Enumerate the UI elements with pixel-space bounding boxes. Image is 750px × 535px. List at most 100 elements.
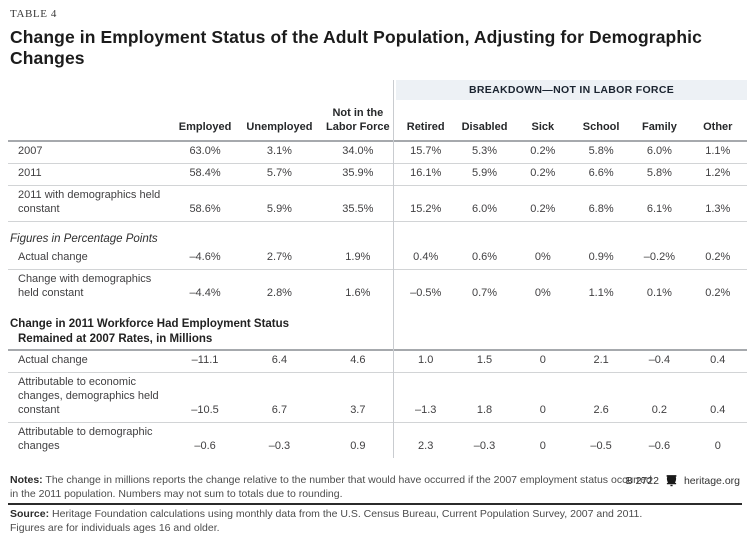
section-title-percentage-points: Figures in Percentage Points [10,232,158,245]
cell: 2.6 [571,372,631,423]
col-header-retired: Retired [396,104,456,142]
cell: 0.7% [471,287,498,300]
cell: 3.7 [319,372,397,423]
col-header-unemployed: Unemployed [239,104,320,142]
cell: 15.7% [396,140,456,164]
cell: 58.6% [170,185,240,222]
col-header-family: Family [630,104,689,142]
cell: 16.1% [396,163,456,186]
table-row-2011: 2011 58.4% 5.7% 35.9% 16.1% 5.9% 0.2% 6.… [8,163,747,186]
source-text: Heritage Foundation calculations using m… [52,508,643,521]
cell: –4.4% [189,287,221,300]
cell: 6.8% [571,185,631,222]
cell: 1.0 [396,350,456,374]
cell: 5.9% [455,163,514,186]
cell: 5.8% [571,140,631,164]
col-header-school: School [571,104,631,142]
cell: –10.5 [170,372,240,423]
cell: 0% [513,248,572,271]
col-header-other: Other [688,104,747,142]
cell: 0.9% [571,248,631,271]
cell: 35.5% [319,185,397,222]
page-title: Change in Employment Status of the Adult… [10,27,702,68]
section-header-row-millions: Change in 2011 Workforce Had Employment … [8,305,747,352]
notes-text: The change in millions reports the chang… [10,473,652,500]
table-row-attributable-demographic: Attributable to demographic changes –0.6… [8,422,747,457]
ages-note: Figures are for individuals ages 16 and … [10,521,220,534]
row-label: 2011 with demographics held constant [8,185,171,222]
cell: 6.0% [455,185,514,222]
cell: 6.0% [630,140,689,164]
source-label: Source: [10,508,50,521]
cell: 5.7% [239,163,320,186]
cell: 0.2% [513,185,572,222]
row-label: 2011 [8,163,171,186]
page-bottom-rule [8,503,742,505]
cell: 1.2% [688,163,747,186]
col-header-not-in-labor-force: Not in the Labor Force [319,104,397,142]
banner-row: BREAKDOWN—NOT IN LABOR FORCE [8,80,747,104]
table-row-2007: 2007 63.0% 3.1% 34.0% 15.7% 5.3% 0.2% 5.… [8,140,747,164]
source-paragraph: Source: Heritage Foundation calculations… [10,508,658,535]
cell: 1.6% [345,287,371,300]
empty-header-cell [8,104,171,142]
cell: 0.2% [688,248,747,271]
liberty-bell-icon [666,475,677,487]
cell: –1.3 [396,372,456,423]
section-header-row-percentage-points: Figures in Percentage Points [8,221,747,248]
breakdown-banner: BREAKDOWN—NOT IN LABOR FORCE [396,80,747,100]
notes-label: Notes: [10,473,43,486]
cell: –4.6% [170,248,240,271]
footer: B 2722 heritage.org [626,474,740,487]
cell: –0.6 [194,439,216,452]
cell: 0.2% [513,140,572,164]
column-header-row: Employed Unemployed Not in the Labor For… [8,104,747,142]
cell: 2.3 [418,439,434,452]
table-row-pp-change-constant: Change with demographics held constant –… [8,270,747,305]
cell: 0 [539,439,546,452]
cell: 0 [513,350,572,374]
cell: 5.8% [630,163,689,186]
row-label: Actual change [8,350,171,374]
section-title-millions: Change in 2011 Workforce Had Employment … [8,305,747,352]
cell: 6.4 [239,350,320,374]
cell: 0% [534,287,551,300]
cell: 0 [513,372,572,423]
notes-paragraph: Notes: The change in millions reports th… [10,474,658,501]
cell: –11.1 [170,350,240,374]
row-label: Attributable to economic changes, demogr… [8,372,171,423]
cell: 2.7% [239,248,320,271]
source-line: Source: Heritage Foundation calculations… [10,508,658,522]
employment-status-table: BREAKDOWN—NOT IN LABOR FORCE Employed Un… [8,80,747,458]
col-header-sick: Sick [513,104,572,142]
cell: 4.6 [319,350,397,374]
table-row-millions-actual-change: Actual change –11.1 6.4 4.6 1.0 1.5 0 2.… [8,350,747,374]
cell: –0.6 [648,439,671,452]
table-number-label: TABLE 4 [10,8,58,20]
cell: 3.1% [239,140,320,164]
cell: 1.1% [688,140,747,164]
cell: –0.5% [410,287,442,300]
cell: 0.4% [396,248,456,271]
cell: 1.1% [588,287,614,300]
cell: –0.3 [473,439,496,452]
cell: –0.3 [268,439,291,452]
cell: 1.8 [455,372,514,423]
cell: 6.7 [239,372,320,423]
col-header-disabled: Disabled [455,104,514,142]
cell: 0.4 [688,372,747,423]
cell: 0.4 [688,350,747,374]
table-row-2011-constant: 2011 with demographics held constant 58.… [8,185,747,222]
table-row-pp-actual-change: Actual change –4.6% 2.7% 1.9% 0.4% 0.6% … [8,248,747,271]
cell: 2.1 [571,350,631,374]
data-table: BREAKDOWN—NOT IN LABOR FORCE Employed Un… [8,80,747,458]
report-code: B 2722 [625,474,659,487]
cell: 1.5 [455,350,514,374]
cell: 1.9% [319,248,397,271]
cell: 58.4% [170,163,240,186]
cell: –0.4 [630,350,689,374]
cell: 1.3% [688,185,747,222]
cell: 15.2% [396,185,456,222]
row-label: Change with demographics held constant [18,273,152,300]
